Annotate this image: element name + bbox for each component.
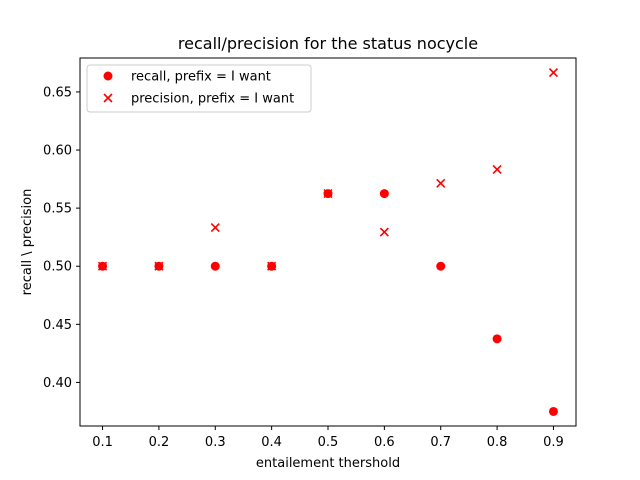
x-tick-label: 0.3 (205, 435, 226, 450)
x-tick-label: 0.7 (430, 435, 451, 450)
precision-point (97, 261, 108, 271)
precision-point (210, 222, 220, 233)
legend-recall-marker (103, 71, 113, 81)
y-tick-label: 0.40 (43, 376, 72, 391)
recall-point (436, 261, 446, 271)
y-tick-label: 0.45 (43, 318, 72, 333)
x-tick-label: 0.1 (92, 435, 113, 450)
legend-recall-label: recall, prefix = I want (131, 70, 271, 85)
precision-point (154, 261, 164, 271)
precision-point (492, 164, 502, 174)
x-axis-label: entailement thershold (256, 456, 400, 471)
precision-point (323, 189, 333, 199)
precision-point (267, 261, 277, 271)
x-tick-label: 0.9 (543, 435, 564, 450)
legend-precision-label: precision, prefix = I want (131, 92, 294, 107)
x-tick-label: 0.6 (374, 435, 395, 450)
recall-point (379, 189, 389, 199)
x-tick-label: 0.4 (261, 435, 282, 450)
x-axis: 0.1 0.2 0.3 0.4 0.5 0.6 0.7 0.8 0.9 (92, 426, 564, 450)
y-axis-label: recall \ precision (20, 189, 35, 296)
legend: recall, prefix = I want precision, prefix… (86, 64, 312, 113)
x-tick-label: 0.2 (149, 435, 170, 450)
recall-point (548, 406, 558, 416)
recall-point (492, 334, 502, 344)
precision-point (548, 67, 559, 78)
legend-precision-marker (103, 93, 113, 103)
precision-point (436, 178, 446, 188)
recall-point (210, 261, 220, 271)
y-tick-label: 0.50 (43, 260, 72, 275)
chart-title: recall/precision for the status nocycle (178, 34, 478, 53)
legend-box (86, 64, 312, 113)
legend-precision-entry: precision, prefix = I want (103, 92, 294, 107)
y-tick-label: 0.60 (43, 144, 72, 159)
y-axis: 0.40 0.45 0.50 0.55 0.60 0.65 (43, 85, 80, 391)
y-tick-label: 0.65 (43, 85, 72, 100)
y-tick-label: 0.55 (43, 202, 72, 217)
precision-point (379, 227, 389, 237)
x-tick-label: 0.5 (318, 435, 339, 450)
legend-recall-entry: recall, prefix = I want (103, 70, 271, 85)
x-tick-label: 0.8 (487, 435, 508, 450)
